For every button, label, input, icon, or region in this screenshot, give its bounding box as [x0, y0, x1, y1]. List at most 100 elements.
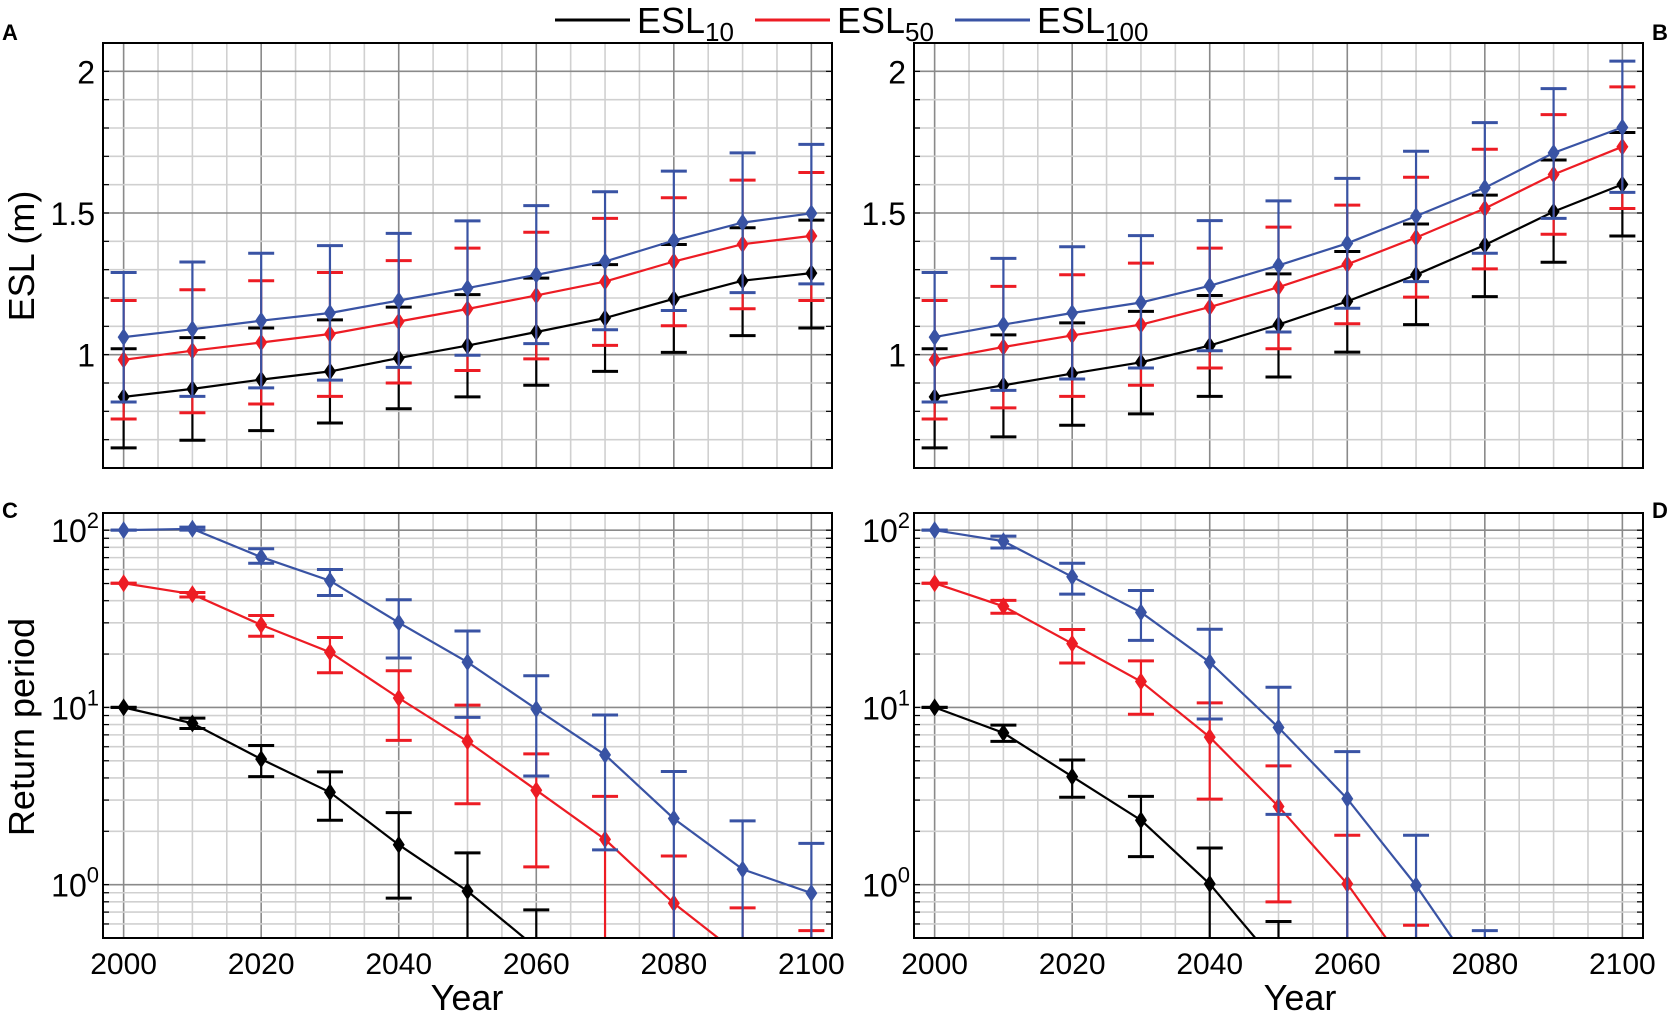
x-tick-label: 2020	[1039, 948, 1106, 981]
x-tick-label: 2040	[365, 948, 432, 981]
data-point-esl100	[1203, 276, 1216, 295]
panel-label-b: B	[1652, 20, 1668, 45]
legend-label-esl50: ESL50	[837, 0, 934, 47]
data-point-esl100	[667, 809, 680, 828]
data-point-esl100	[1410, 876, 1423, 895]
series-group-d	[921, 521, 1498, 989]
y-tick-label: 1.5	[51, 196, 95, 232]
x-tick-label: 2080	[640, 948, 707, 981]
x-axis-label-c: Year	[431, 977, 504, 1013]
data-point-esl100	[1410, 207, 1423, 226]
data-point-esl50	[928, 574, 941, 593]
data-point-esl100	[1341, 234, 1354, 253]
data-point-esl100	[186, 519, 199, 538]
plot-frame-d	[913, 512, 1644, 939]
x-tick-label: 2000	[90, 948, 157, 981]
data-point-esl50	[1203, 728, 1216, 747]
data-point-esl100	[255, 311, 268, 330]
series-line-esl50	[934, 582, 1388, 938]
y-tick-label: 2	[77, 54, 95, 90]
data-point-esl100	[530, 699, 543, 718]
x-tick-label: 2080	[1451, 948, 1518, 981]
data-point-esl50	[530, 781, 543, 800]
data-point-esl50	[323, 643, 336, 662]
data-point-esl100	[323, 304, 336, 323]
data-point-esl100	[1272, 718, 1285, 737]
data-point-esl50	[461, 732, 474, 751]
x-tick-label: 2000	[901, 948, 968, 981]
data-point-esl100	[736, 860, 749, 879]
series-group-a	[110, 142, 825, 450]
data-point-esl100	[805, 204, 818, 223]
data-point-esl100	[667, 231, 680, 250]
x-tick-label: 2100	[778, 948, 845, 981]
plot-frame-c	[102, 512, 833, 939]
data-point-esl100	[928, 521, 941, 540]
data-point-esl100	[599, 745, 612, 764]
data-point-esl100	[1066, 304, 1079, 323]
data-point-esl10	[1203, 874, 1216, 893]
data-point-esl100	[1134, 293, 1147, 312]
data-point-esl100	[530, 265, 543, 284]
panel-a: 11.52	[51, 42, 833, 469]
x-tick-label: 2060	[503, 948, 570, 981]
data-point-esl10	[117, 698, 130, 717]
y-tick-label: 100	[51, 863, 99, 904]
data-point-esl100	[461, 653, 474, 672]
panel-d: 100 101 102 2000 2020 2040 2060 2080 2100	[862, 508, 1656, 989]
y-tick-label: 102	[51, 508, 99, 549]
data-point-esl100	[1616, 118, 1629, 137]
data-point-esl10	[392, 835, 405, 854]
y-tick-label: 1	[888, 338, 906, 374]
data-point-esl50	[1066, 634, 1079, 653]
data-point-esl100	[599, 252, 612, 271]
y-tick-label: 1	[77, 338, 95, 374]
data-point-esl100	[997, 315, 1010, 334]
panel-b: 11.52	[862, 42, 1644, 469]
series-line-esl50	[123, 582, 720, 938]
data-point-esl100	[1341, 789, 1354, 808]
data-point-esl50	[117, 574, 130, 593]
y-axis-label-return-period: Return period	[1, 618, 42, 836]
data-point-esl100	[117, 328, 130, 347]
data-point-esl100	[461, 279, 474, 298]
data-point-esl10	[1066, 767, 1079, 786]
plot-frame-a	[102, 42, 833, 469]
data-point-esl100	[255, 548, 268, 567]
data-point-esl50	[1410, 971, 1422, 989]
data-point-esl10	[323, 783, 336, 802]
data-point-esl100	[117, 521, 130, 540]
legend: ESL10 ESL50 ESL100	[555, 0, 1148, 47]
data-point-esl100	[1547, 143, 1560, 162]
data-point-esl50	[1134, 672, 1147, 691]
data-point-esl100	[1066, 567, 1079, 586]
data-point-esl100	[392, 613, 405, 632]
series-line-esl10	[934, 706, 1257, 938]
y-tick-label: 100	[862, 863, 910, 904]
data-point-esl50	[186, 585, 199, 604]
panel-label-d: D	[1652, 498, 1668, 523]
panel-c: 100 101 102 2000 2020 2040 2060 2080 2100	[51, 508, 845, 981]
panel-label-c: C	[2, 498, 18, 523]
data-point-esl100	[186, 320, 199, 339]
data-point-esl100	[323, 571, 336, 590]
data-point-esl10	[186, 714, 199, 733]
y-tick-label: 102	[862, 508, 910, 549]
data-point-esl100	[392, 291, 405, 310]
x-axis-label-d: Year	[1264, 977, 1337, 1013]
panel-label-a: A	[2, 20, 18, 45]
data-point-esl10	[461, 882, 474, 901]
data-point-esl100	[1272, 256, 1285, 275]
data-point-esl100	[997, 532, 1010, 551]
y-axis-label-esl: ESL (m)	[1, 191, 42, 322]
grid-b	[914, 43, 1643, 468]
data-point-esl100	[736, 213, 749, 232]
data-point-esl10	[255, 750, 268, 769]
data-point-esl100	[1478, 178, 1491, 197]
data-point-esl100	[928, 328, 941, 347]
data-point-esl50	[997, 597, 1010, 616]
data-point-esl100	[1134, 603, 1147, 622]
x-tick-label: 2020	[228, 948, 295, 981]
x-tick-label: 2060	[1314, 948, 1381, 981]
